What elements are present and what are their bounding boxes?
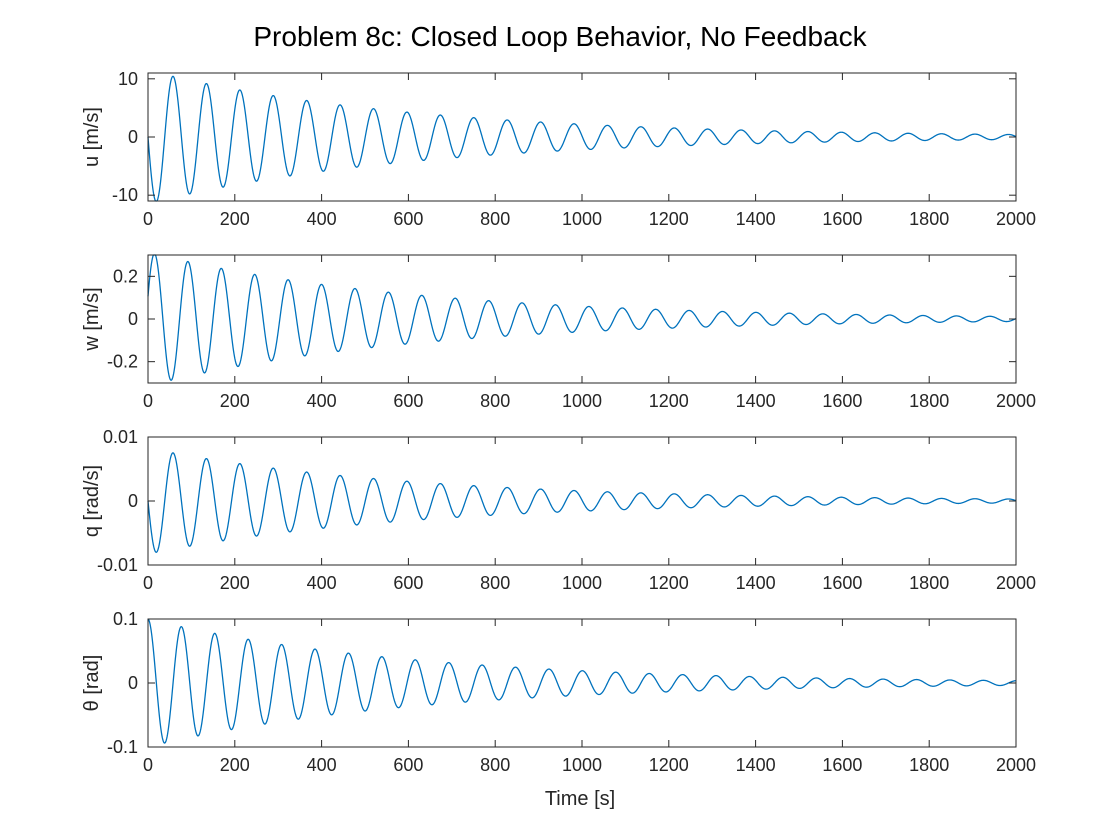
y-axis-label-2: w [m/s] [81, 287, 103, 351]
x-tick-label: 1400 [736, 573, 776, 593]
x-tick-label: 800 [480, 573, 510, 593]
x-tick-label: 400 [307, 209, 337, 229]
x-tick-label: 400 [307, 573, 337, 593]
x-tick-label: 1000 [562, 209, 602, 229]
series-line-2 [147, 254, 1017, 381]
y-tick-label: -0.1 [107, 737, 138, 757]
x-tick-label: 200 [220, 755, 250, 775]
y-tick-label: 0 [128, 309, 138, 329]
x-tick-label: 800 [480, 755, 510, 775]
x-tick-label: 600 [393, 573, 423, 593]
x-tick-label: 1400 [736, 755, 776, 775]
x-tick-label: 1600 [822, 755, 862, 775]
x-tick-label: 1600 [822, 209, 862, 229]
x-tick-label: 600 [393, 209, 423, 229]
x-tick-label: 400 [307, 391, 337, 411]
subplot-panels: 0 200 400 600 800 1000 1200 1400 1600 1800 2000-10… [81, 69, 1036, 775]
y-tick-label: 0.01 [103, 427, 138, 447]
axes-box-2 [147, 254, 1017, 384]
series-line-3 [147, 452, 1017, 554]
x-tick-label: 1400 [736, 391, 776, 411]
y-tick-label: 0 [128, 673, 138, 693]
x-tick-label: 200 [220, 209, 250, 229]
x-tick-label: 600 [393, 391, 423, 411]
subplot-3: 0 200 400 600 800 1000 1200 1400 1600 1800 2000 -0.… [81, 427, 1036, 593]
x-tick-label: 1800 [909, 209, 949, 229]
y-tick-label: 0.1 [113, 609, 138, 629]
x-tick-label: 1200 [649, 573, 689, 593]
x-tick-label: 200 [220, 391, 250, 411]
x-tick-label: 1800 [909, 755, 949, 775]
x-tick-label: 1000 [562, 391, 602, 411]
series-line-4 [147, 618, 1017, 744]
x-tick-label: 800 [480, 209, 510, 229]
series-line-1 [147, 75, 1017, 202]
x-tick-label: 1800 [909, 391, 949, 411]
y-axis-label-3: q [rad/s] [81, 465, 103, 537]
x-tick-label: 1200 [649, 209, 689, 229]
y-tick-label: -0.01 [97, 555, 138, 575]
x-tick-label: 1000 [562, 573, 602, 593]
y-axis-label-4: θ [rad] [81, 655, 103, 712]
x-tick-label: 800 [480, 391, 510, 411]
x-tick-label: 1600 [822, 573, 862, 593]
x-tick-label: 1200 [649, 391, 689, 411]
x-tick-label: 2000 [996, 391, 1036, 411]
y-tick-label: 0 [128, 491, 138, 511]
x-tick-label: 200 [220, 573, 250, 593]
y-tick-label: 0.2 [113, 266, 138, 286]
x-tick-label: 1600 [822, 391, 862, 411]
subplot-1: 0 200 400 600 800 1000 1200 1400 1600 1800 2000 -10… [81, 69, 1036, 229]
subplot-2: 0 200 400 600 800 1000 1200 1400 1600 1800 2000 -0.… [81, 254, 1036, 411]
x-tick-label: 0 [143, 573, 153, 593]
x-tick-label: 1800 [909, 573, 949, 593]
x-tick-label: 1400 [736, 209, 776, 229]
x-tick-label: 0 [143, 755, 153, 775]
x-tick-label: 0 [143, 209, 153, 229]
subplot-4: 0 200 400 600 800 1000 1200 1400 1600 1800 2000 -0.… [81, 609, 1036, 775]
x-tick-label: 0 [143, 391, 153, 411]
x-tick-label: 1000 [562, 755, 602, 775]
y-tick-label: 10 [118, 69, 138, 89]
x-tick-label: 2000 [996, 209, 1036, 229]
x-tick-label: 400 [307, 755, 337, 775]
y-tick-label: -10 [112, 185, 138, 205]
figure-title: Problem 8c: Closed Loop Behavior, No Fee… [253, 21, 867, 52]
x-tick-label: 1200 [649, 755, 689, 775]
axes-box-4 [147, 618, 1017, 748]
x-tick-label: 600 [393, 755, 423, 775]
x-tick-label: 2000 [996, 573, 1036, 593]
y-axis-label-1: u [m/s] [81, 107, 103, 167]
y-tick-label: -0.2 [107, 352, 138, 372]
x-axis-label: Time [s] [545, 788, 615, 810]
y-tick-label: 0 [128, 127, 138, 147]
x-tick-label: 2000 [996, 755, 1036, 775]
